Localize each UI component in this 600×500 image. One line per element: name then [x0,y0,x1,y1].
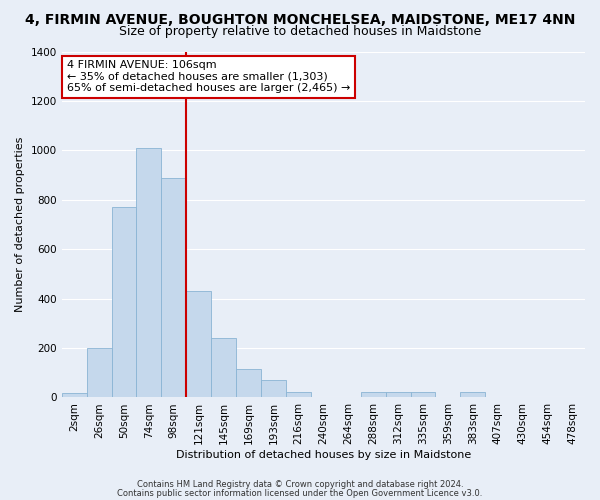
Bar [186,291,211,398]
Bar [161,178,186,398]
Bar [236,369,261,398]
Bar [261,380,286,398]
Bar [386,392,410,398]
Y-axis label: Number of detached properties: Number of detached properties [15,137,25,312]
Text: Contains public sector information licensed under the Open Government Licence v3: Contains public sector information licen… [118,489,482,498]
Bar [112,207,136,398]
Bar [286,392,311,398]
Bar [62,392,86,398]
Bar [361,392,386,398]
Text: 4, FIRMIN AVENUE, BOUGHTON MONCHELSEA, MAIDSTONE, ME17 4NN: 4, FIRMIN AVENUE, BOUGHTON MONCHELSEA, M… [25,12,575,26]
Bar [86,348,112,398]
Text: Contains HM Land Registry data © Crown copyright and database right 2024.: Contains HM Land Registry data © Crown c… [137,480,463,489]
Text: Size of property relative to detached houses in Maidstone: Size of property relative to detached ho… [119,25,481,38]
X-axis label: Distribution of detached houses by size in Maidstone: Distribution of detached houses by size … [176,450,471,460]
Bar [136,148,161,398]
Bar [460,392,485,398]
Bar [211,338,236,398]
Bar [410,392,436,398]
Text: 4 FIRMIN AVENUE: 106sqm
← 35% of detached houses are smaller (1,303)
65% of semi: 4 FIRMIN AVENUE: 106sqm ← 35% of detache… [67,60,350,94]
